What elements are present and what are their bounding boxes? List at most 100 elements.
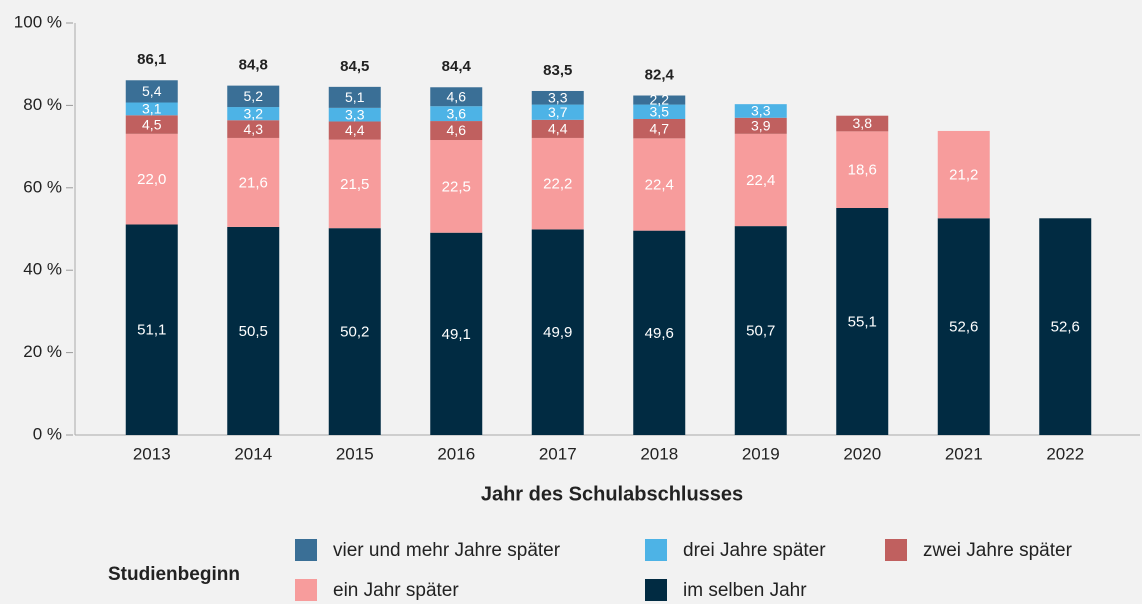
bar-segment <box>633 118 686 139</box>
legend-swatch <box>295 579 317 601</box>
value-label: 22,5 <box>442 178 471 195</box>
x-tick-label: 2020 <box>843 444 881 463</box>
bar-segment <box>1039 218 1092 435</box>
value-label: 49,6 <box>645 325 674 342</box>
x-tick-label: 2013 <box>133 444 171 463</box>
x-tick-label: 2019 <box>742 444 780 463</box>
value-label: 22,2 <box>543 176 572 193</box>
value-label: 4,3 <box>244 121 264 137</box>
bar-segment <box>227 137 280 227</box>
legend-label: im selben Jahr <box>683 580 807 601</box>
value-label: 49,9 <box>543 324 572 341</box>
value-label: 3,3 <box>345 106 365 122</box>
bar-segment <box>125 133 178 225</box>
bar-segment <box>531 229 584 435</box>
bar-segment <box>125 115 178 134</box>
value-label: 2,2 <box>650 92 670 108</box>
bar-segment <box>836 115 889 132</box>
value-label: 4,4 <box>548 121 568 137</box>
y-tick-label: 0 % <box>33 424 62 443</box>
total-label: 84,4 <box>442 58 472 75</box>
value-label: 21,2 <box>949 167 978 184</box>
value-label: 3,6 <box>447 105 467 121</box>
total-label: 82,4 <box>645 66 675 83</box>
bar-segment <box>328 121 381 140</box>
bar-segment <box>125 224 178 435</box>
value-label: 4,6 <box>447 122 467 138</box>
bar-segment <box>430 106 483 122</box>
value-label: 49,1 <box>442 326 471 343</box>
legend-label: zwei Jahre später <box>923 540 1073 561</box>
value-label: 22,4 <box>645 176 674 193</box>
bar-segment <box>125 80 178 103</box>
legend-swatch <box>645 579 667 601</box>
value-label: 3,3 <box>548 89 568 105</box>
bar-segment <box>734 104 787 118</box>
bar-segment <box>430 232 483 435</box>
value-label: 5,4 <box>142 83 162 99</box>
value-label: 5,1 <box>345 89 365 105</box>
value-label: 3,2 <box>244 105 264 121</box>
y-tick-label: 40 % <box>23 260 62 279</box>
bar-segment <box>633 138 686 231</box>
value-label: 22,0 <box>137 171 166 188</box>
bar-segment <box>328 228 381 435</box>
x-tick-label: 2018 <box>640 444 678 463</box>
legend-label: vier und mehr Jahre später <box>333 540 561 561</box>
bar-segment <box>227 120 280 138</box>
x-tick-label: 2014 <box>234 444 272 463</box>
value-label: 51,1 <box>137 322 166 339</box>
value-label: 3,9 <box>751 117 771 133</box>
bar-segment <box>937 130 990 219</box>
x-axis-title: Jahr des Schulabschlusses <box>481 483 743 505</box>
bar-segment <box>633 95 686 105</box>
value-label: 18,6 <box>848 162 877 179</box>
bar-segment <box>430 87 483 107</box>
bar-segment <box>430 121 483 141</box>
value-label: 50,5 <box>239 323 268 340</box>
bar-segment <box>328 139 381 229</box>
value-label: 4,6 <box>447 88 467 104</box>
bar-segment <box>531 104 584 120</box>
legend-swatch <box>645 539 667 561</box>
value-label: 4,7 <box>650 120 670 136</box>
value-label: 3,3 <box>751 103 771 119</box>
value-label: 55,1 <box>848 313 877 330</box>
value-label: 21,5 <box>340 176 369 193</box>
value-label: 4,5 <box>142 116 162 132</box>
bar-segment <box>227 107 280 121</box>
bar-segment <box>227 226 280 435</box>
bar-segment <box>430 140 483 233</box>
bar-segment <box>734 133 787 227</box>
value-label: 52,6 <box>1051 319 1080 336</box>
value-label: 50,2 <box>340 324 369 341</box>
bar-segment <box>836 207 889 435</box>
y-tick-label: 80 % <box>23 95 62 114</box>
y-tick-label: 20 % <box>23 342 62 361</box>
bar-segment <box>227 85 280 108</box>
legend-title: Studienbeginn <box>108 564 240 585</box>
legend-label: drei Jahre später <box>683 540 826 561</box>
bar-segment <box>328 107 381 122</box>
total-label: 83,5 <box>543 62 572 79</box>
bar-segment <box>531 90 584 105</box>
x-tick-label: 2016 <box>437 444 475 463</box>
x-tick-label: 2022 <box>1046 444 1084 463</box>
x-tick-label: 2017 <box>539 444 577 463</box>
total-label: 84,8 <box>239 57 268 74</box>
value-label: 3,5 <box>650 103 670 119</box>
value-label: 50,7 <box>746 323 775 340</box>
bar-segment <box>734 117 787 134</box>
y-tick-label: 60 % <box>23 177 62 196</box>
y-tick-label: 100 % <box>14 12 62 31</box>
value-label: 52,6 <box>949 319 978 336</box>
value-label: 21,6 <box>239 174 268 191</box>
bar-segment <box>633 230 686 435</box>
bar-segment <box>531 137 584 230</box>
bar-segment <box>328 86 381 108</box>
bar-segment <box>125 102 178 116</box>
x-tick-label: 2015 <box>336 444 374 463</box>
value-label: 22,4 <box>746 172 775 189</box>
value-label: 5,2 <box>244 88 264 104</box>
